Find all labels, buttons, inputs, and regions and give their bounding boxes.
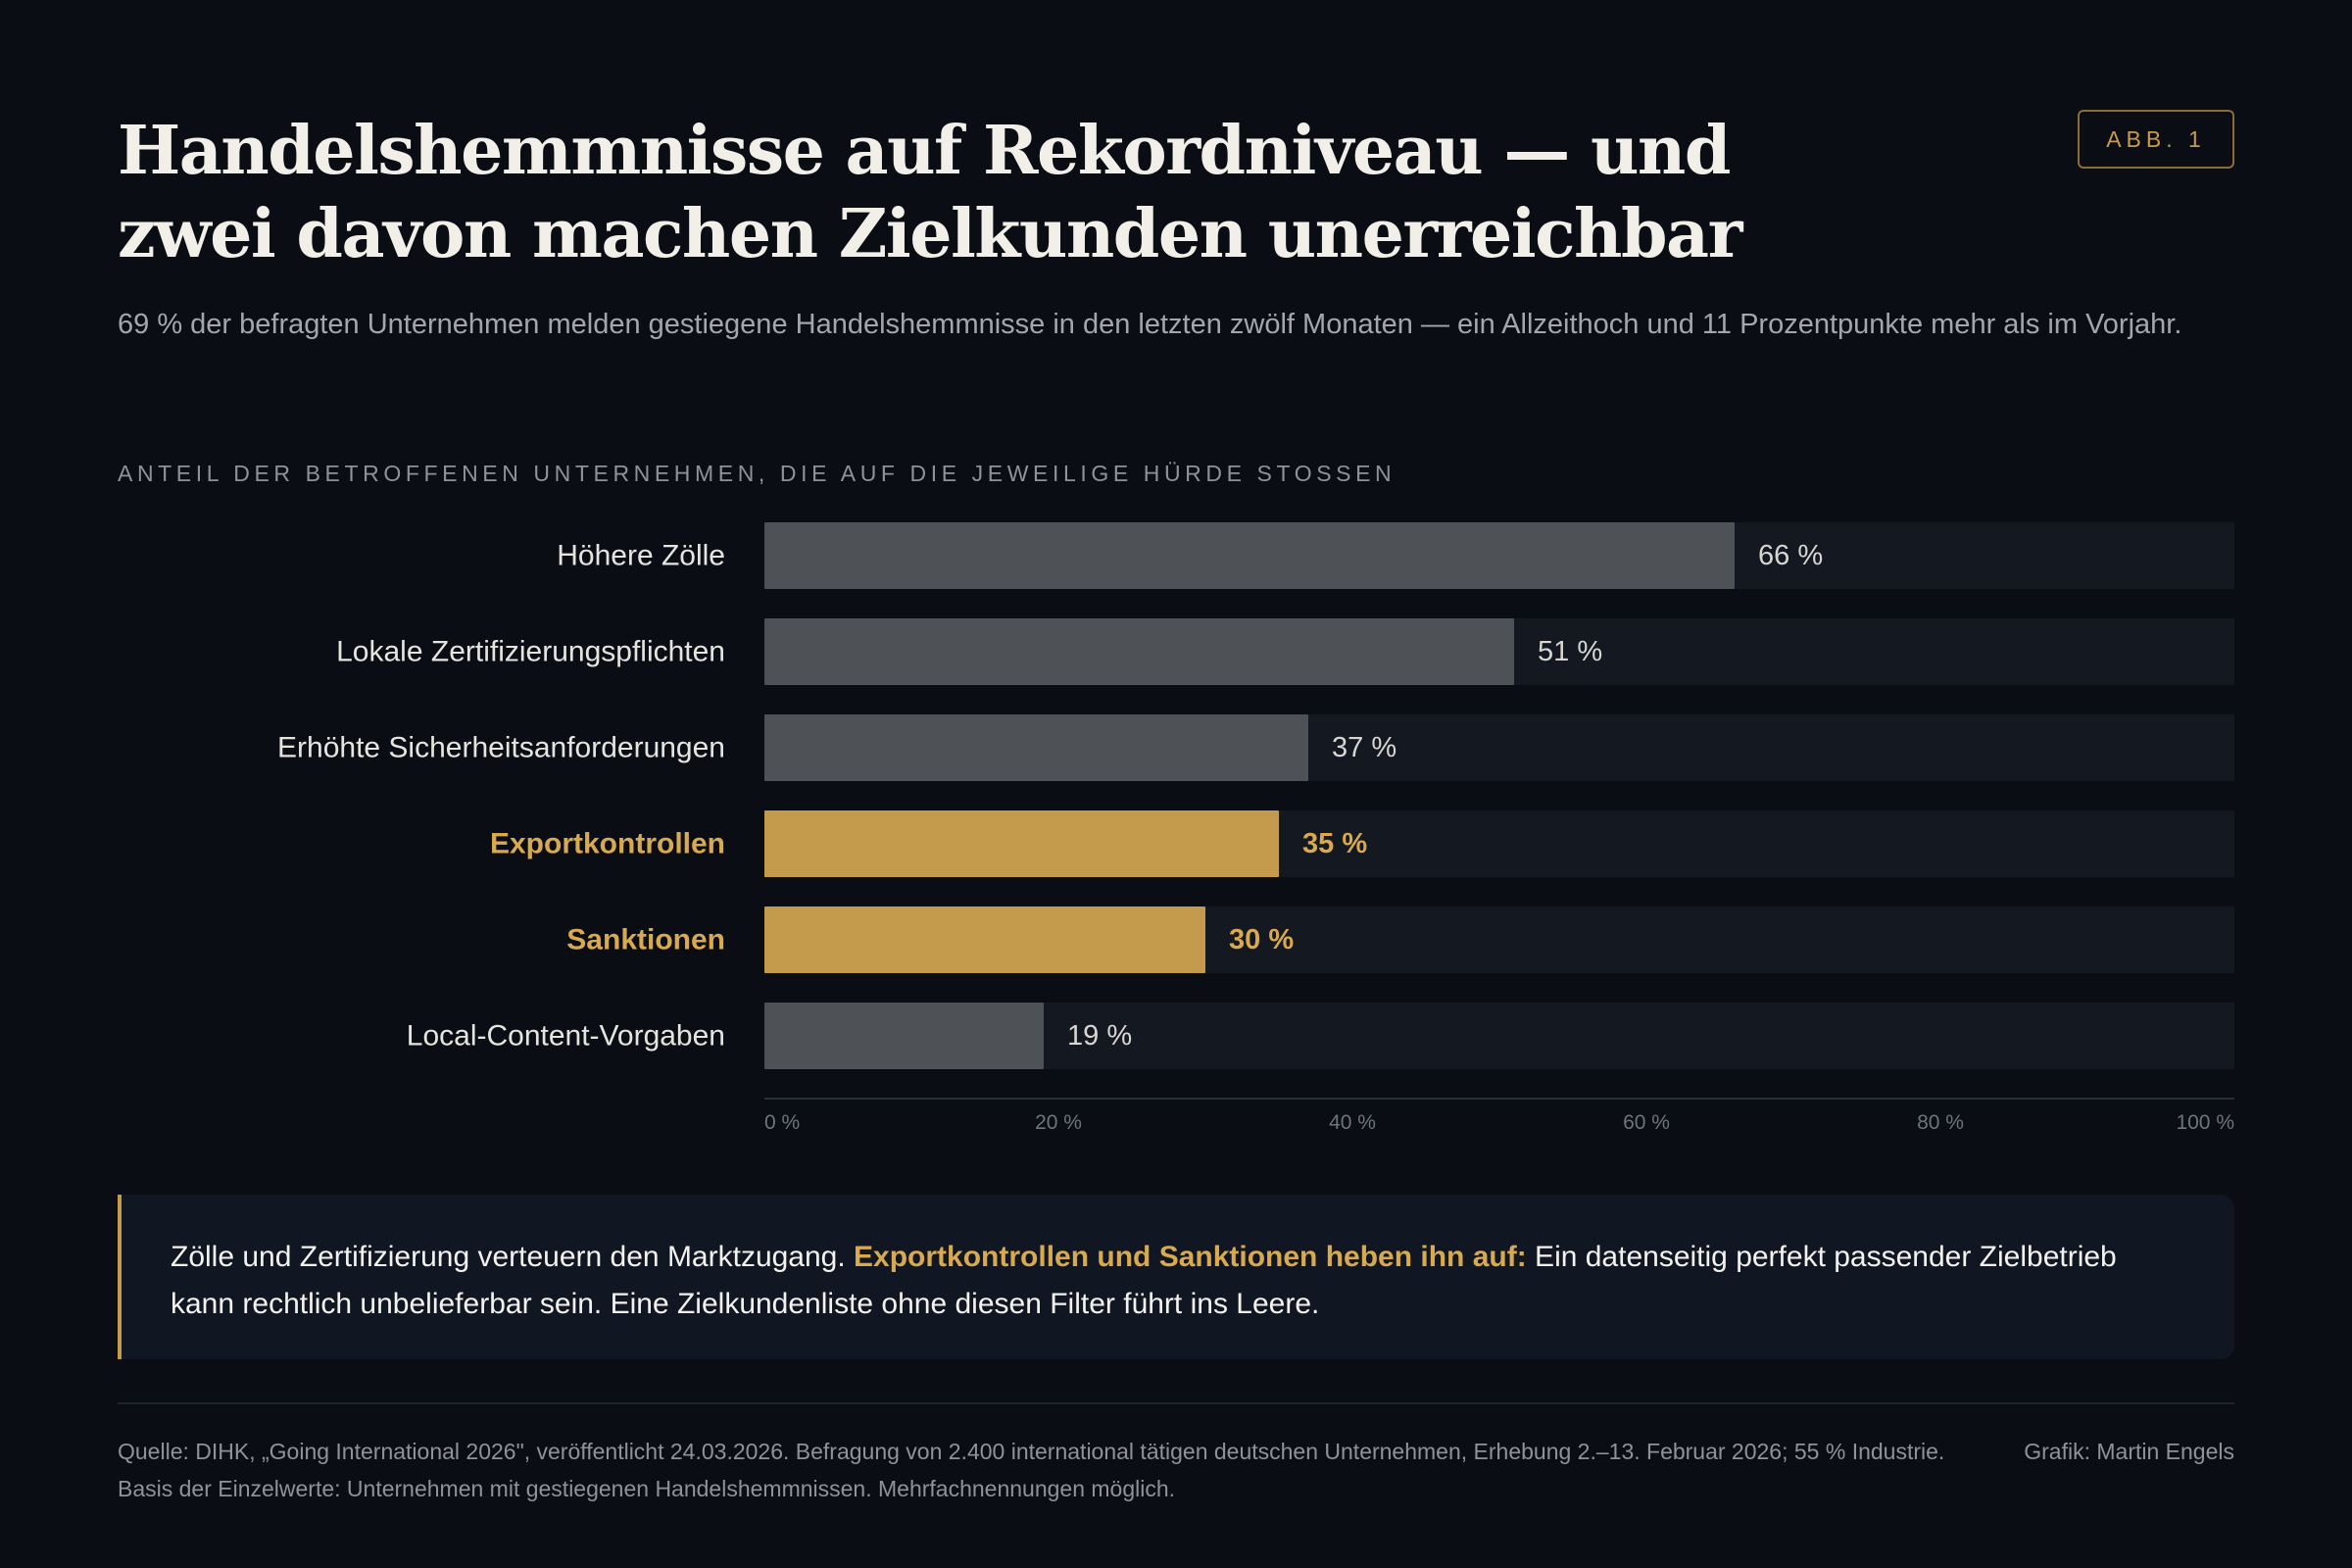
callout-highlight: Exportkontrollen und Sanktionen heben ih… — [854, 1241, 1527, 1273]
bar — [764, 714, 1308, 781]
category-label: Lokale Zertifizierungspflichten — [336, 636, 725, 668]
value-label: 66 % — [1758, 540, 1823, 571]
x-tick-label: 20 % — [1035, 1111, 1082, 1134]
value-label: 35 % — [1302, 828, 1367, 859]
x-tick-label: 0 % — [764, 1111, 800, 1134]
figure-badge: ABB. 1 — [2078, 110, 2234, 169]
bar — [764, 1003, 1044, 1069]
chart-title: ANTEIL DER BETROFFENEN UNTERNEHMEN, DIE … — [118, 461, 1396, 486]
page-title: Handelshemmnisse auf Rekordniveau — und … — [118, 112, 1742, 273]
value-label: 37 % — [1332, 732, 1396, 763]
subtitle: 69 % der befragten Unternehmen melden ge… — [118, 309, 2182, 340]
bar-highlighted — [764, 906, 1205, 973]
figure: Handelshemmnisse auf Rekordniveau — und … — [118, 0, 2234, 1568]
x-tick-label: 80 % — [1917, 1111, 1964, 1134]
callout-box: Zölle und Zertifizierung verteuern den M… — [118, 1195, 2234, 1359]
bar — [764, 618, 1514, 685]
graphic-credit: Grafik: Martin Engels — [2024, 1439, 2234, 1464]
bar — [764, 522, 1735, 589]
value-label: 51 % — [1538, 636, 1602, 667]
callout-lead: Zölle und Zertifizierung verteuern den M… — [171, 1241, 855, 1273]
bar-chart: Höhere Zölle 66 % Lokale Zertifizierungspf… — [277, 522, 2234, 1134]
footer-divider — [118, 1402, 2234, 1404]
category-label: Sanktionen — [566, 924, 725, 956]
x-tick-label: 100 % — [2176, 1111, 2234, 1134]
callout-rest: Ein datenseitig perfekt passender Zielbe… — [171, 1241, 2117, 1320]
category-label: Erhöhte Sicherheitsanforderungen — [277, 732, 725, 764]
x-tick-label: 60 % — [1623, 1111, 1670, 1134]
category-label: Local-Content-Vorgaben — [407, 1020, 725, 1053]
x-tick-label: 40 % — [1329, 1111, 1376, 1134]
category-label: Höhere Zölle — [557, 540, 725, 572]
value-label: 30 % — [1229, 924, 1294, 956]
value-label: 19 % — [1067, 1020, 1132, 1052]
category-label: Exportkontrollen — [490, 828, 725, 860]
bar-highlighted — [764, 810, 1279, 877]
source-note: Quelle: DIHK, „Going International 2026"… — [118, 1439, 1945, 1501]
